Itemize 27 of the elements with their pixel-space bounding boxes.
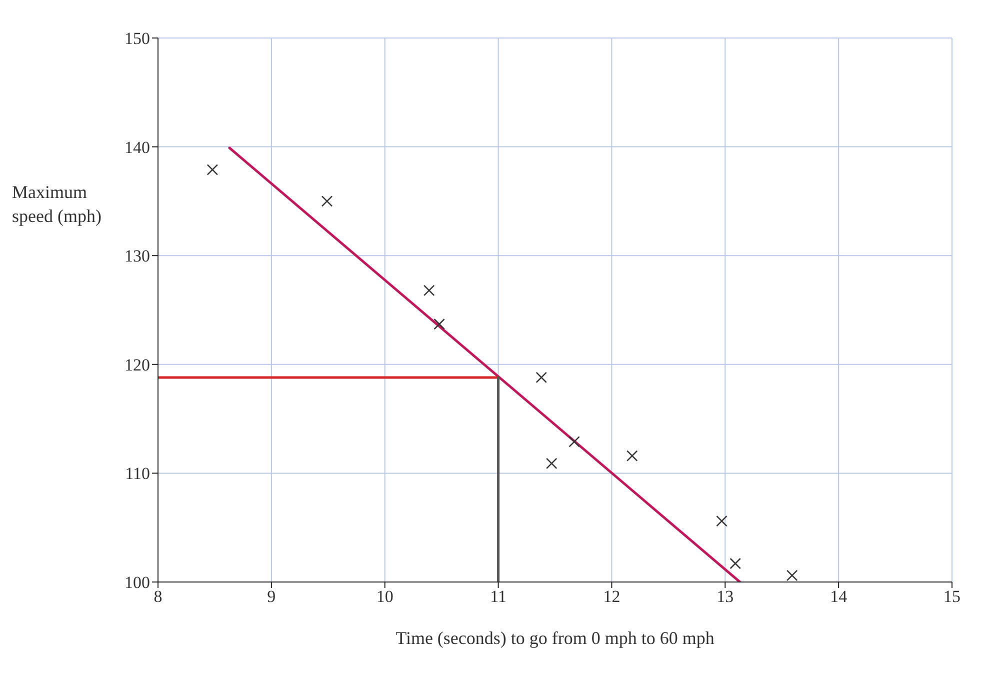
point xyxy=(786,570,798,582)
y-tick-label: 120 xyxy=(124,355,150,374)
point xyxy=(716,515,728,527)
y-tick-label: 110 xyxy=(125,464,150,484)
point xyxy=(730,558,741,570)
y-tick-label: 150 xyxy=(124,29,150,48)
y-tick-label: 100 xyxy=(124,573,150,592)
y-tick-label: 140 xyxy=(124,138,150,157)
x-tick-label: 10 xyxy=(376,587,394,606)
point xyxy=(568,436,580,448)
point xyxy=(423,284,435,296)
y-axis-title: Maximum speed (mph) xyxy=(12,181,102,228)
point xyxy=(546,458,558,470)
point xyxy=(321,196,333,207)
point xyxy=(536,372,548,384)
x-axis-title: Time (seconds) to go from 0 mph to 60 mph xyxy=(396,628,714,648)
point xyxy=(206,164,218,176)
x-tick-label: 9 xyxy=(267,587,276,606)
x-tick-label: 13 xyxy=(716,587,734,606)
x-tick-label: 14 xyxy=(830,587,848,606)
x-tick-label: 8 xyxy=(154,587,162,606)
x-tick-label: 15 xyxy=(944,587,960,606)
point xyxy=(626,450,638,462)
x-tick-label: 11 xyxy=(490,587,506,606)
y-tick-label: 130 xyxy=(124,246,150,266)
point xyxy=(434,318,445,330)
x-tick-label: 12 xyxy=(603,587,620,606)
